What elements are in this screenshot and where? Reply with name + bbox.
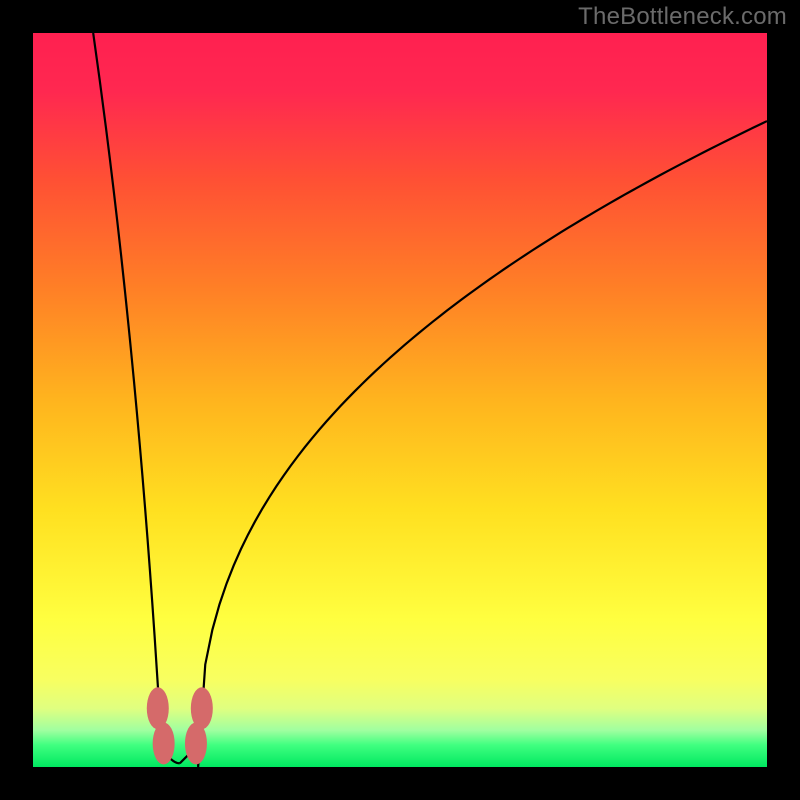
chart-border-right xyxy=(767,0,800,800)
watermark-text: TheBottleneck.com xyxy=(578,3,787,31)
marker-right-lower xyxy=(185,723,207,765)
bottleneck-curve-right xyxy=(180,121,767,767)
curve-layer xyxy=(33,33,767,767)
marker-left-lower xyxy=(153,723,175,765)
chart-border-bottom xyxy=(0,767,800,800)
markers-group xyxy=(147,687,213,764)
bottleneck-chart: TheBottleneck.com xyxy=(0,0,800,800)
chart-border-left xyxy=(0,0,33,800)
bottleneck-curve-left xyxy=(93,33,180,763)
plot-area xyxy=(33,33,767,767)
